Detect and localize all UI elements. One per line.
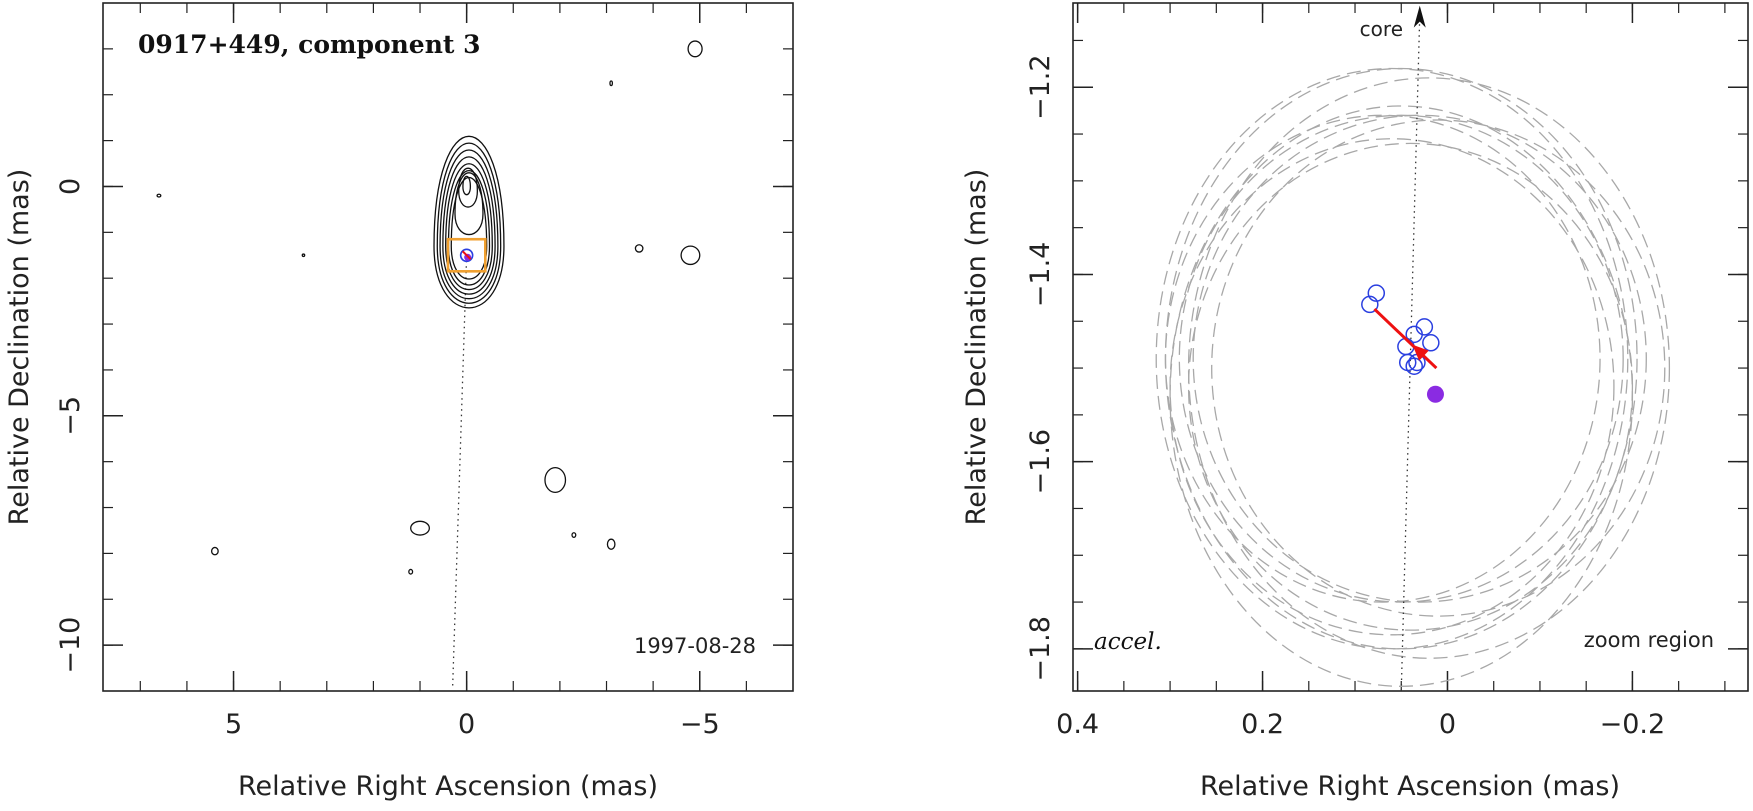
component-position bbox=[1415, 318, 1434, 336]
y-tick-label: 0 bbox=[55, 178, 86, 195]
contour-level bbox=[462, 175, 472, 196]
contour-level bbox=[433, 135, 505, 309]
y-tick-label: −5 bbox=[55, 396, 86, 436]
contour-level bbox=[447, 169, 491, 286]
left-panel: 5 0 −5 0 −5 −10 0917+449, component 3 1997-08… bbox=[4, 2, 794, 802]
x-tick-label: 0.2 bbox=[1241, 709, 1284, 740]
noise-contour bbox=[606, 538, 616, 550]
y-tick-label: −1.6 bbox=[1025, 429, 1056, 495]
y-tick-label: −10 bbox=[55, 617, 86, 674]
x-tick-label: 0 bbox=[458, 709, 475, 740]
motion-vector-arrowhead bbox=[1412, 344, 1429, 361]
x-tick-label: 5 bbox=[225, 709, 242, 740]
uncertainty-ellipse bbox=[1211, 119, 1666, 617]
contour-level bbox=[445, 163, 493, 290]
core-direction-arrowhead bbox=[1413, 5, 1426, 28]
uncertainty-ellipse bbox=[1169, 105, 1634, 687]
jet-direction-line bbox=[452, 255, 468, 687]
right-tick-labels: 0.4 0.2 0 −0.2 −1.2 −1.4 −1.6 −1.8 bbox=[1025, 54, 1665, 740]
noise-contour bbox=[544, 466, 567, 494]
left-plot-frame bbox=[102, 2, 794, 692]
right-plot-content bbox=[1155, 5, 1671, 692]
noise-contour bbox=[156, 193, 162, 198]
uncertainty-ellipse bbox=[1187, 142, 1634, 631]
noise-contour bbox=[634, 244, 644, 253]
right-panel: 0.4 0.2 0 −0.2−1.2−1.4−1.6−1.8 core accel. … bbox=[961, 2, 1749, 802]
component-position bbox=[1422, 334, 1440, 352]
component-marker-arrow bbox=[461, 250, 472, 260]
noise-contour bbox=[410, 520, 431, 536]
right-y-axis-label: Relative Declination (mas) bbox=[961, 169, 992, 526]
x-tick-label: −0.2 bbox=[1600, 709, 1666, 740]
contour-level bbox=[439, 149, 499, 300]
x-tick-label: −5 bbox=[680, 709, 720, 740]
uncertainty-ellipse bbox=[1192, 114, 1647, 603]
y-tick-label: −1.8 bbox=[1025, 616, 1056, 682]
left-plot-content bbox=[156, 40, 703, 687]
zoom-box bbox=[446, 237, 487, 273]
left-ticks bbox=[103, 3, 793, 691]
right-ticks bbox=[1073, 3, 1748, 691]
noise-contour bbox=[609, 80, 614, 87]
y-tick-label: −1.2 bbox=[1025, 54, 1056, 120]
left-tick-labels: 5 0 −5 0 −5 −10 bbox=[55, 178, 720, 740]
contour-level bbox=[458, 167, 479, 208]
left-date-label: 1997-08-28 bbox=[634, 634, 756, 658]
uncertainty-ellipse bbox=[1178, 114, 1624, 603]
core-label: core bbox=[1360, 17, 1403, 41]
component-position bbox=[1405, 325, 1423, 344]
uncertainty-ellipse bbox=[1164, 67, 1638, 650]
noise-contour bbox=[301, 253, 306, 258]
contour-level bbox=[442, 156, 496, 295]
left-x-axis-label: Relative Right Ascension (mas) bbox=[238, 771, 658, 802]
right-x-axis-label: Relative Right Ascension (mas) bbox=[1200, 771, 1620, 802]
y-tick-label: −1.4 bbox=[1025, 242, 1056, 308]
noise-contour bbox=[408, 568, 414, 575]
component-position bbox=[1361, 295, 1379, 314]
contour-level bbox=[450, 177, 488, 280]
component-position bbox=[1367, 284, 1386, 302]
left-y-axis-label: Relative Declination (mas) bbox=[4, 169, 35, 526]
noise-contour bbox=[680, 245, 701, 266]
motion-vector-line bbox=[1373, 308, 1438, 370]
accel-label: accel. bbox=[1094, 629, 1162, 655]
noise-contour bbox=[571, 532, 577, 538]
uncertainty-ellipse bbox=[1155, 67, 1629, 650]
noise-contour bbox=[687, 40, 703, 58]
contour-level bbox=[436, 142, 502, 304]
mean-position-dot bbox=[1426, 385, 1444, 403]
component-position bbox=[1405, 357, 1423, 375]
x-tick-label: 0 bbox=[1439, 709, 1456, 740]
left-title: 0917+449, component 3 bbox=[138, 30, 481, 59]
component-marker-circle bbox=[459, 248, 474, 263]
x-tick-label: 0.4 bbox=[1056, 709, 1099, 740]
right-plot-frame bbox=[1072, 2, 1749, 692]
uncertainty-ellipse bbox=[1187, 77, 1671, 659]
noise-contour bbox=[210, 546, 219, 556]
zoom-region-label: zoom region bbox=[1584, 628, 1714, 652]
contour-level bbox=[454, 172, 484, 236]
